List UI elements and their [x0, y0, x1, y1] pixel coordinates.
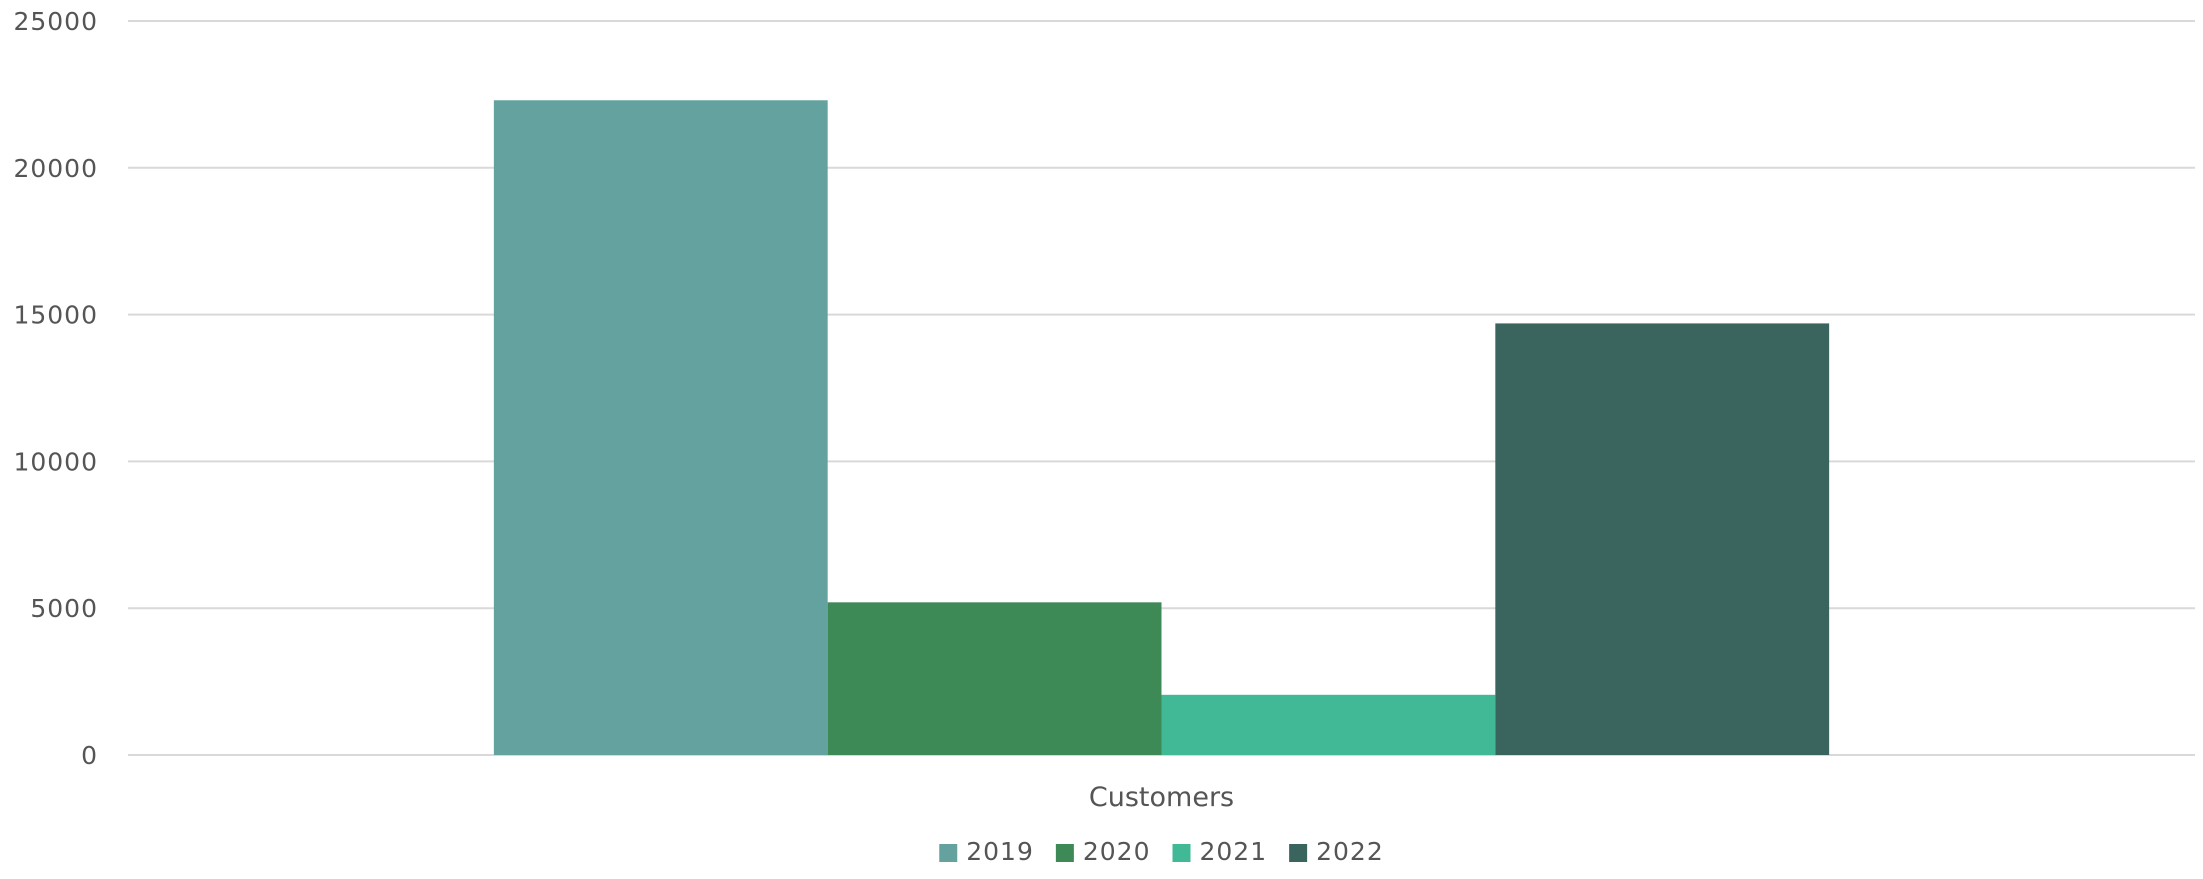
y-tick-label: 5000: [30, 594, 98, 623]
bar-2020: [827, 602, 1162, 755]
y-tick-label: 0: [81, 741, 98, 770]
legend: 2019 2020 2021 2022: [939, 837, 1384, 866]
legend-swatch-2021: [1172, 844, 1191, 862]
gridlines: [128, 20, 2195, 756]
legend-label-2021: 2021: [1200, 837, 1268, 866]
y-axis-ticks: 0 5000 10000 15000 20000 25000: [13, 7, 98, 770]
legend-label-2019: 2019: [966, 837, 1034, 866]
legend-swatch-2019: [939, 844, 958, 862]
bars: [493, 100, 1830, 756]
legend-label-2020: 2020: [1083, 837, 1151, 866]
y-tick-label: 20000: [13, 154, 98, 183]
y-tick-label: 10000: [13, 447, 98, 476]
x-axis-categories: Customers: [1089, 782, 1234, 813]
legend-label-2022: 2022: [1316, 837, 1384, 866]
bar-2019: [493, 100, 828, 756]
legend-swatch-2020: [1055, 844, 1074, 862]
bar-2021: [1161, 694, 1496, 755]
legend-swatch-2022: [1289, 844, 1308, 862]
x-category-label: Customers: [1089, 782, 1234, 813]
bar-2022: [1495, 323, 1830, 755]
y-tick-label: 15000: [13, 301, 98, 330]
y-tick-label: 25000: [13, 7, 98, 36]
